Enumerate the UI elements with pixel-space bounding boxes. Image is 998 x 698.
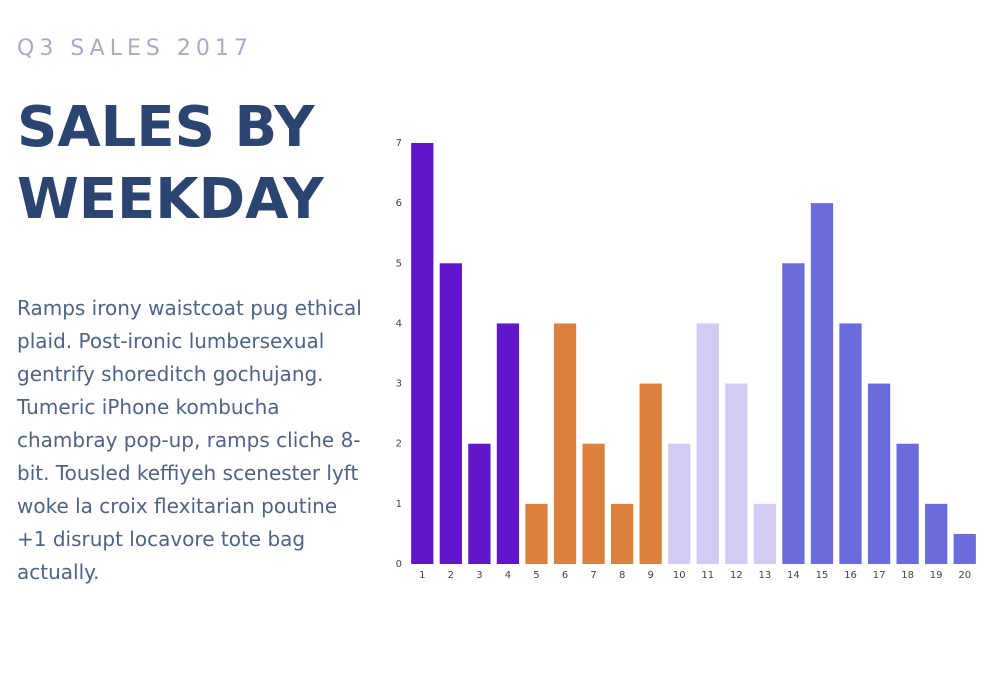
x-tick-label: 5 (533, 570, 539, 581)
bar-9 (639, 383, 662, 564)
bar-13 (753, 503, 777, 564)
x-tick-label: 10 (673, 570, 686, 581)
x-tick-label: 19 (930, 570, 943, 581)
y-tick-label: 6 (396, 198, 402, 209)
bar-19 (925, 503, 948, 564)
x-tick-label: 18 (901, 570, 914, 581)
bar-4 (496, 323, 520, 564)
page-title-line-1: SALES BY (17, 95, 315, 160)
x-tick-label: 7 (590, 570, 596, 581)
bar-8 (610, 503, 634, 564)
bar-18 (896, 443, 919, 564)
bar-16 (839, 323, 862, 564)
x-tick-label: 17 (873, 570, 886, 581)
y-axis: 0 1 2 3 4 5 6 7 (396, 138, 402, 570)
bar-20 (953, 533, 976, 564)
x-tick-label: 2 (448, 570, 454, 581)
bar-3 (468, 443, 491, 564)
x-tick-label: 3 (476, 570, 482, 581)
bar-12 (725, 383, 748, 564)
bars-group (411, 143, 976, 564)
y-tick-label: 0 (396, 559, 402, 570)
x-tick-label: 9 (647, 570, 653, 581)
y-tick-label: 3 (396, 379, 402, 390)
x-tick-label: 11 (701, 570, 714, 581)
bar-1 (411, 143, 434, 564)
bar-7 (582, 443, 605, 564)
x-tick-label: 15 (816, 570, 829, 581)
bar-15 (810, 203, 834, 564)
x-axis: 1 2 3 4 5 6 7 8 9 10 11 12 13 14 15 16 17 18 19 20 (419, 570, 971, 581)
bar-2 (439, 263, 462, 564)
bar-5 (525, 503, 548, 564)
x-tick-label: 12 (730, 570, 743, 581)
y-tick-label: 7 (396, 138, 402, 149)
page-title-line-2: WEEKDAY (17, 167, 324, 232)
bar-10 (668, 443, 691, 564)
x-tick-label: 8 (619, 570, 625, 581)
y-tick-label: 1 (396, 499, 402, 510)
x-tick-label: 16 (844, 570, 857, 581)
bar-14 (782, 263, 805, 564)
y-tick-label: 4 (396, 318, 402, 329)
bar-17 (867, 383, 891, 564)
y-tick-label: 5 (396, 258, 402, 269)
bar-11 (696, 323, 719, 564)
x-tick-label: 13 (759, 570, 772, 581)
x-tick-label: 6 (562, 570, 568, 581)
bar-6 (553, 323, 577, 564)
x-tick-label: 1 (419, 570, 425, 581)
description-paragraph: Ramps irony waistcoat pug ethical plaid.… (17, 296, 362, 584)
page-title: SALES BY WEEKDAY (17, 92, 377, 236)
y-tick-label: 2 (396, 439, 402, 450)
x-tick-label: 20 (958, 570, 971, 581)
x-tick-label: 14 (787, 570, 800, 581)
eyebrow-label: Q3 SALES 2017 (17, 36, 253, 61)
x-tick-label: 4 (505, 570, 511, 581)
